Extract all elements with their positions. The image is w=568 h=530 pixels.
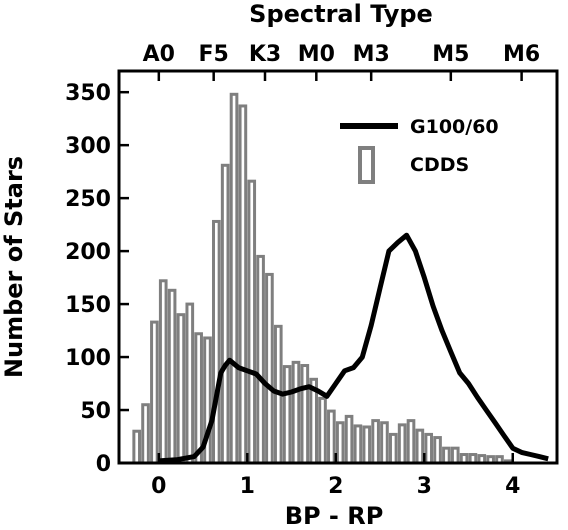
x-tick-label: 4: [505, 474, 520, 499]
y-tick-label: 0: [96, 452, 111, 477]
y-tick-label: 50: [80, 399, 111, 424]
histogram-bar: [220, 163, 230, 465]
spectral-type-label: M6: [503, 42, 540, 67]
histogram-bar: [353, 424, 363, 465]
histogram-bar: [291, 360, 301, 465]
y-tick-label: 250: [65, 187, 111, 212]
x-axis-title: BP - RP: [285, 502, 384, 530]
x-axis-bottom: 0 1 2 3 4: [151, 453, 520, 499]
histogram-bar: [247, 179, 257, 465]
histogram-bar: [344, 414, 354, 465]
histogram-bar: [388, 432, 398, 465]
histogram-bar: [327, 409, 336, 465]
spectral-type-label: F5: [199, 42, 229, 67]
histogram-bar: [450, 446, 460, 465]
x-tick-label: 3: [417, 474, 432, 499]
histogram-bar: [212, 219, 221, 465]
histogram-bar: [442, 446, 451, 465]
histogram-bar: [132, 429, 142, 465]
histogram-bar: [238, 104, 248, 465]
histogram-cdds: [132, 92, 513, 465]
histogram-bar: [433, 436, 442, 465]
legend-label-cdds: CDDS: [410, 154, 469, 176]
histogram-bar: [415, 428, 425, 465]
histogram-bar: [167, 288, 177, 465]
spectral-type-label: M5: [432, 42, 469, 67]
spectral-type-label: M0: [298, 42, 335, 67]
y-tick-label: 300: [65, 134, 111, 159]
y-axis-title: Number of Stars: [0, 156, 28, 378]
legend-label-g100-60: G100/60: [410, 116, 499, 138]
legend-swatch-cdds: [358, 146, 375, 184]
histogram-bar: [265, 272, 274, 465]
y-tick-label: 150: [65, 293, 111, 318]
y-tick-label: 200: [65, 240, 111, 265]
x-tick-label: 1: [240, 474, 255, 499]
histogram-bar: [406, 419, 416, 465]
histogram-bar: [150, 320, 159, 465]
legend: G100/60 CDDS: [340, 116, 499, 184]
histogram-bar: [300, 364, 310, 465]
spectral-type-label: K3: [249, 42, 281, 67]
histogram-bar: [256, 254, 265, 465]
histogram-bar: [141, 403, 150, 465]
y-tick-label: 350: [65, 81, 111, 106]
x-axis-top-spectral: A0 F5 K3 M0 M3 M5 M6: [143, 42, 540, 81]
histogram-bar: [176, 313, 186, 465]
histogram-bar: [282, 365, 292, 465]
histogram-bar: [335, 421, 345, 465]
series-line-g100-60: [158, 232, 549, 464]
spectral-type-label: A0: [143, 42, 175, 67]
plot-frame: [117, 69, 559, 465]
x-tick-label: 2: [328, 474, 343, 499]
histogram-bar: [185, 302, 195, 465]
histogram-bar: [158, 279, 168, 465]
top-axis-title: Spectral Type: [249, 0, 433, 28]
y-tick-label: 100: [65, 346, 111, 371]
histogram-bar: [194, 332, 203, 465]
histogram-bar: [362, 425, 372, 465]
histogram-bar: [229, 92, 239, 465]
spectral-type-label: M3: [353, 42, 390, 67]
x-tick-label: 0: [151, 474, 166, 499]
histogram-bar: [397, 423, 407, 465]
histogram-bar: [424, 432, 434, 465]
histogram-bar: [380, 421, 389, 465]
histogram-bar: [318, 396, 327, 465]
histogram-bar: [371, 419, 380, 465]
y-axis-left: 0 50 100 150 200 250 300 350: [65, 81, 129, 477]
